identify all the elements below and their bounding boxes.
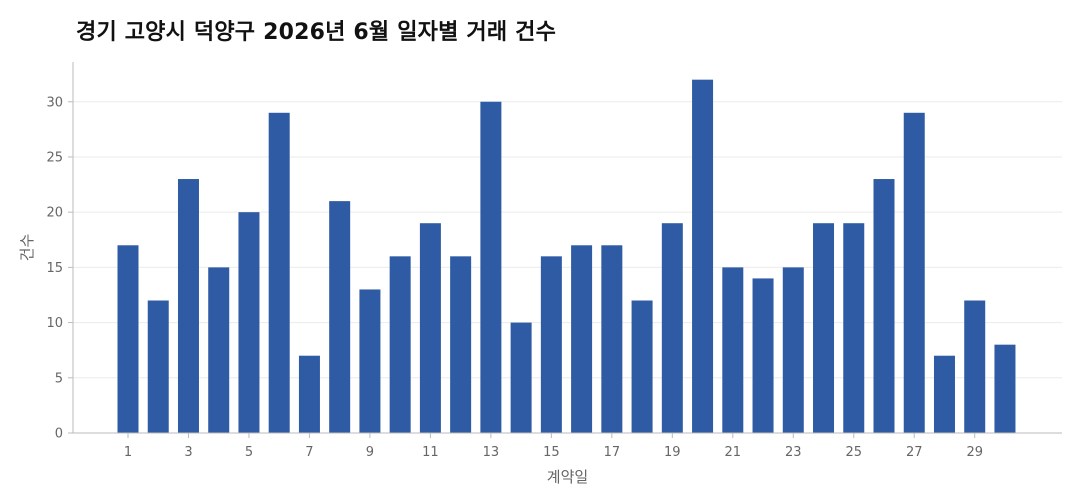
x-tick-label: 19 [664,445,681,460]
bar-day-6 [268,112,290,433]
bar-day-13 [480,101,502,433]
grid-lines [73,101,1062,379]
bar-day-19 [661,223,683,433]
bar-day-23 [782,267,804,434]
y-axis-label: 건수 [18,234,36,262]
x-tick-label: 21 [725,445,742,460]
bar-day-25 [843,223,865,433]
y-tick-label: 20 [46,206,63,221]
bars [117,79,1016,434]
x-tick-label: 23 [785,445,802,460]
x-tick-labels: 1 3 5 7 9 11 13 15 17 19 21 23 25 27 29 [124,445,983,460]
x-tick-label: 3 [184,445,192,460]
bar-day-20 [692,79,714,434]
y-tick-labels: 0 5 10 15 20 25 30 [46,95,63,441]
x-tick-label: 11 [422,445,439,460]
bar-day-21 [722,267,744,434]
bar-day-28 [933,355,955,433]
bar-day-18 [631,300,653,433]
chart-title: 경기 고양시 덕양구 2026년 6월 일자별 거래 건수 [76,20,557,45]
bar-day-17 [601,245,623,433]
bar-day-12 [450,256,472,433]
bar-day-15 [540,256,562,433]
bar-day-14 [510,322,532,433]
x-tick-label: 15 [543,445,560,460]
y-tick-label: 15 [46,261,63,276]
x-tick-label: 29 [966,445,983,460]
bar-day-8 [329,201,351,434]
x-tick-label: 1 [124,445,132,460]
bar-day-11 [419,223,441,433]
axes [68,62,1062,438]
x-tick-label: 9 [366,445,374,460]
bar-day-7 [298,355,320,433]
bar-day-4 [208,267,230,434]
bar-day-5 [238,212,260,433]
y-tick-label: 30 [46,95,63,110]
bar-day-22 [752,278,774,433]
bar-day-10 [389,256,411,433]
x-tick-label: 13 [483,445,500,460]
bar-day-26 [873,179,895,433]
x-tick-label: 25 [845,445,862,460]
bar-day-30 [994,344,1016,433]
bar-day-24 [813,223,835,433]
y-tick-label: 25 [46,150,63,165]
x-tick-label: 27 [906,445,923,460]
x-tick-label: 17 [604,445,621,460]
x-axis-label: 계약일 [547,468,588,486]
bar-day-1 [117,245,139,433]
y-tick-label: 5 [55,371,63,386]
bar-day-9 [359,289,381,433]
y-tick-label: 0 [55,427,63,442]
x-tick-label: 5 [245,445,253,460]
bar-day-16 [571,245,593,433]
bar-day-27 [903,112,925,433]
bar-day-2 [147,300,169,433]
x-tick-label: 7 [305,445,313,460]
bar-day-29 [964,300,986,433]
y-tick-label: 10 [46,316,63,331]
bar-day-3 [177,179,199,433]
